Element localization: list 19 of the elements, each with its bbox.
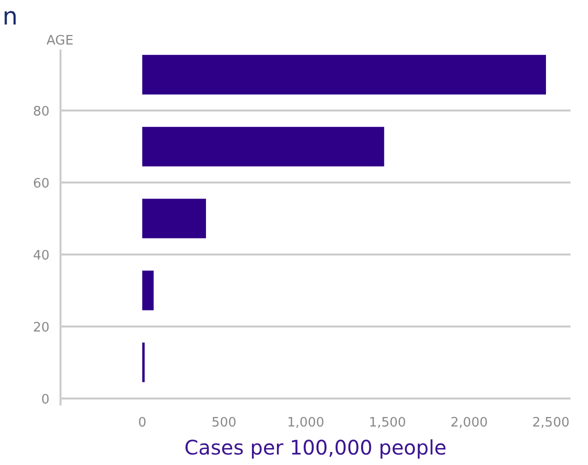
- x-tick-label: 1,000: [287, 416, 324, 430]
- bar: [142, 54, 546, 94]
- y-axis-title: AGE: [46, 34, 74, 48]
- bar: [142, 126, 384, 166]
- y-tick-label: 0: [41, 392, 50, 408]
- text: n: [2, 2, 18, 30]
- x-tick-label: 2,000: [450, 416, 488, 430]
- x-tick-label: 1,500: [368, 416, 406, 430]
- y-tick-label: 60: [32, 176, 50, 192]
- bar: [142, 270, 154, 310]
- bar: [142, 198, 206, 238]
- x-axis-title: Cases per 100,000 people: [184, 436, 447, 460]
- x-tick-label: 500: [212, 416, 236, 430]
- x-tick-label: 2,500: [532, 416, 570, 430]
- x-tick-label: 0: [138, 416, 146, 430]
- y-tick-label: 80: [32, 104, 50, 120]
- bar: [142, 342, 145, 382]
- y-tick-label: 20: [32, 320, 50, 336]
- y-tick-label: 40: [32, 248, 50, 264]
